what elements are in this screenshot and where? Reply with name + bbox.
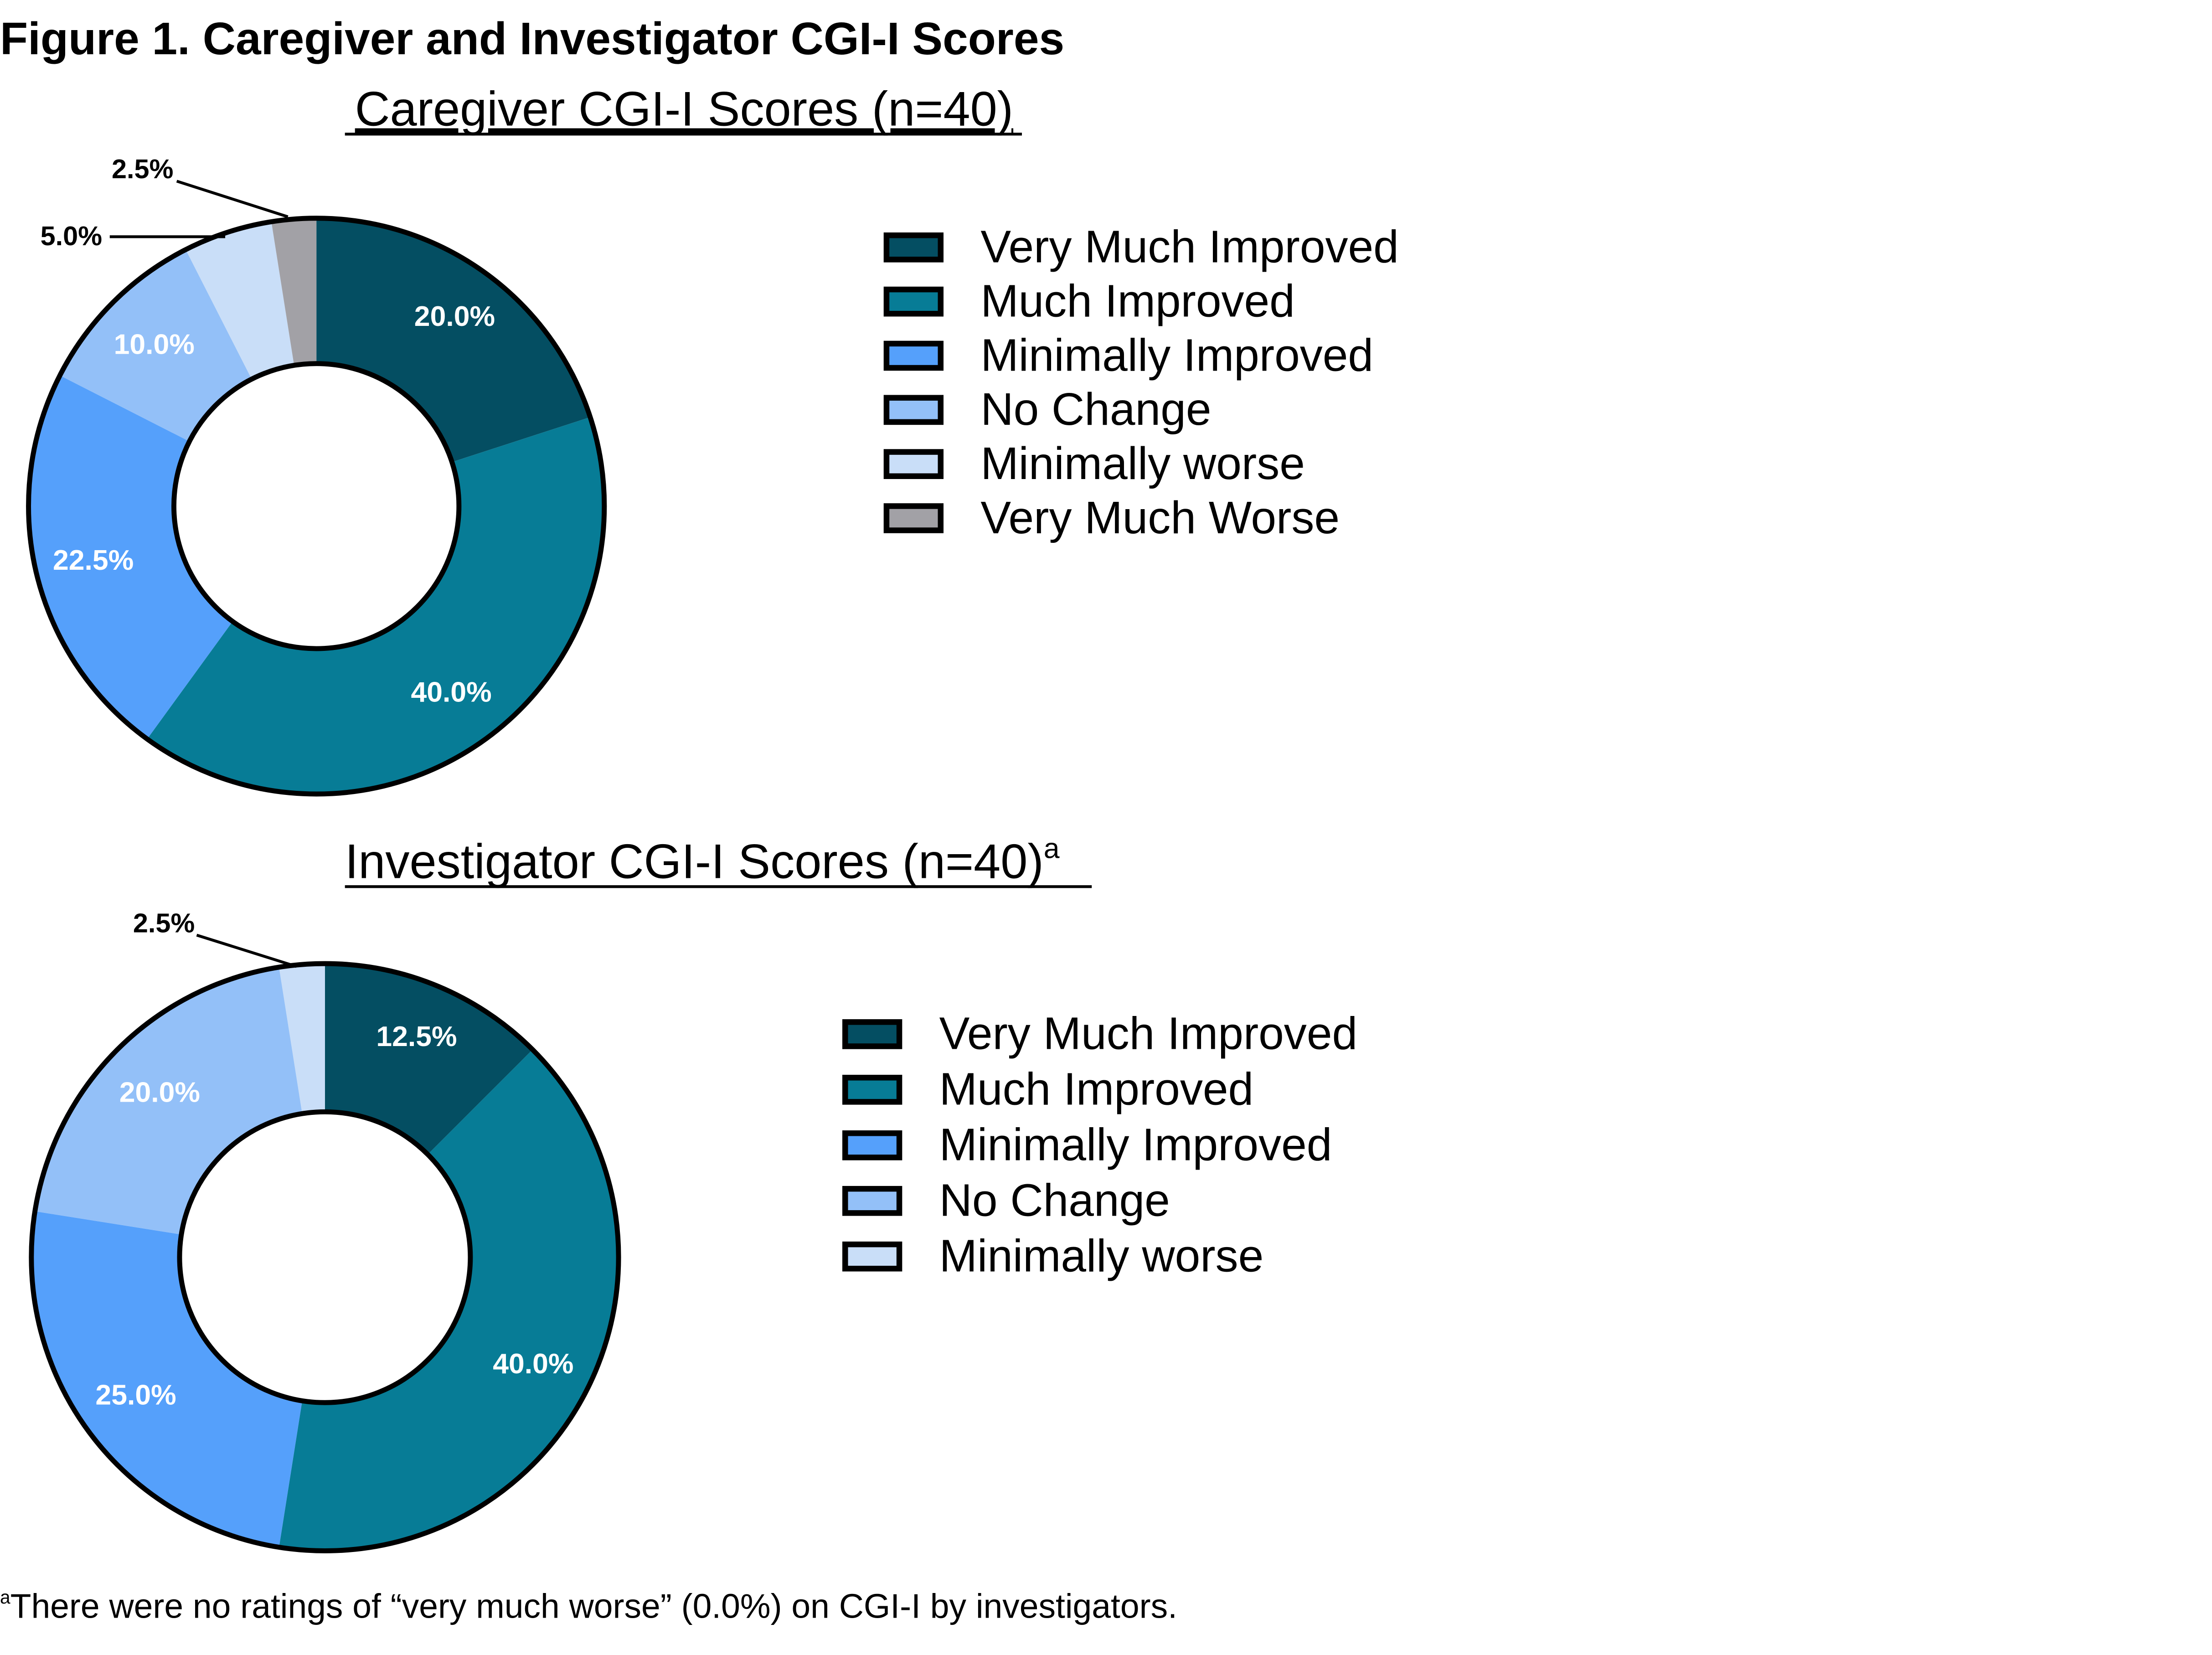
legend-label: Very Much Improved [939, 1008, 1357, 1059]
legend-label: Minimally worse [939, 1231, 1264, 1282]
legend-label: Very Much Worse [980, 492, 1340, 543]
footnote-marker: a [0, 1587, 10, 1608]
slice-minimally-worse [279, 964, 325, 1114]
data-label: 22.5% [53, 544, 134, 576]
data-label: 2.5% [133, 907, 195, 938]
donut-hole [177, 1109, 473, 1405]
slice-minimally-worse [186, 222, 294, 379]
data-label: 10.0% [114, 328, 195, 360]
chart-title: Investigator CGI-I Scores (n=40)a [345, 833, 1060, 889]
legend-label: No Change [980, 384, 1211, 435]
legend-swatch [842, 1130, 902, 1160]
footnote: aThere were no ratings of “very much wor… [0, 1587, 1177, 1625]
chart-title-text: Investigator CGI-I Scores (n=40) [345, 835, 1044, 889]
data-label: 12.5% [376, 1021, 457, 1052]
outer-ring-outline [26, 216, 607, 797]
chart-title: Caregiver CGI-I Scores (n=40) [355, 82, 1013, 136]
data-label: 5.0% [41, 221, 102, 251]
legend-swatch [842, 1186, 902, 1216]
caregiver-donut-chart: Caregiver CGI-I Scores (n=40) 20.0% 40.0%… [26, 82, 1399, 797]
data-label: 25.0% [95, 1379, 176, 1411]
data-label: 20.0% [414, 300, 495, 332]
data-label: 2.5% [112, 154, 173, 184]
slice-no-change [60, 249, 252, 442]
legend-label: No Change [939, 1175, 1170, 1226]
slice-much-improved [279, 1049, 619, 1551]
footnote-text: There were no ratings of “very much wors… [10, 1587, 1177, 1625]
outer-ring-outline [29, 961, 621, 1553]
legend-swatch [883, 449, 944, 479]
slice-very-much-improved [325, 964, 533, 1155]
legend-label: Much Improved [939, 1064, 1253, 1115]
legend-swatch [883, 232, 944, 263]
legend-swatch [883, 340, 944, 371]
legend-swatch [883, 286, 944, 317]
legend-swatch [883, 395, 944, 425]
data-label: 20.0% [119, 1077, 200, 1108]
chart-title-text: Caregiver CGI-I Scores (n=40) [355, 82, 1013, 136]
legend-swatch [883, 503, 944, 533]
legend-label: Minimally worse [980, 438, 1305, 489]
slice-much-improved [147, 417, 604, 794]
legend-swatch [842, 1019, 902, 1049]
legend-label: Much Improved [980, 275, 1294, 326]
figure-title: Figure 1. Caregiver and Investigator CGI… [0, 13, 1064, 64]
legend-label: Minimally Improved [939, 1119, 1332, 1170]
data-label: 40.0% [411, 676, 491, 708]
legend-label: Very Much Improved [980, 222, 1398, 273]
leader-line [176, 180, 289, 218]
data-label: 40.0% [493, 1348, 573, 1380]
legend-label: Minimally Improved [980, 330, 1373, 381]
slice-minimally-improved [31, 1211, 303, 1547]
leader-line [196, 933, 297, 968]
investigator-donut-chart: Investigator CGI-I Scores (n=40)a 12.5% 4… [29, 833, 1357, 1553]
donut-hole [171, 361, 462, 651]
slice-no-change [35, 967, 303, 1235]
slice-very-much-worse [271, 218, 317, 366]
slice-minimally-improved [28, 375, 233, 739]
legend-swatch [842, 1075, 902, 1105]
slice-very-much-improved [316, 218, 590, 462]
title-superscript: a [1044, 833, 1060, 865]
legend-swatch [842, 1241, 902, 1272]
